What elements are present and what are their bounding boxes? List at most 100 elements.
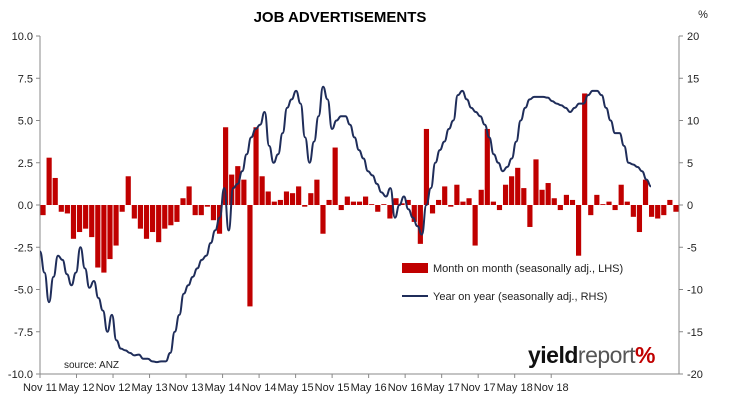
mom-bar — [271, 201, 277, 205]
left-tick-label: -5.0 — [14, 285, 33, 297]
mom-bar — [454, 184, 460, 205]
mom-bar — [253, 127, 259, 205]
legend-label-yoy: Year on year (seasonally adj., RHS) — [433, 291, 607, 303]
mom-bar — [496, 205, 503, 211]
right-tick-label: 15 — [687, 73, 699, 85]
mom-bar — [649, 205, 655, 217]
mom-bar — [417, 205, 423, 244]
x-tick-label: Nov 12 — [96, 382, 131, 394]
right-tick-label: -15 — [687, 327, 703, 339]
mom-bar — [636, 205, 643, 233]
mom-bar — [40, 205, 46, 216]
x-tick-label: May 12 — [58, 382, 94, 394]
logo-yield: yield — [528, 342, 578, 368]
left-tick-label: 2.5 — [18, 158, 33, 170]
right-tick-label: 0 — [687, 200, 693, 212]
mom-bar — [259, 176, 265, 205]
mom-bar — [600, 204, 606, 205]
mom-bar — [192, 205, 198, 216]
mom-bar — [52, 177, 58, 205]
mom-bar — [429, 205, 436, 214]
x-tick-label: May 14 — [205, 382, 241, 394]
mom-bar — [399, 203, 405, 205]
left-tick-label: 7.5 — [18, 73, 33, 85]
mom-bar — [168, 205, 174, 226]
mom-bar — [369, 204, 375, 205]
percent-icon: % — [635, 342, 655, 368]
mom-bar — [76, 205, 83, 233]
mom-bar — [661, 205, 667, 216]
mom-bar — [630, 205, 636, 217]
mom-bar — [557, 205, 563, 211]
mom-bar — [320, 205, 326, 234]
x-tick-label: Nov 17 — [461, 382, 496, 394]
x-tick-label: May 15 — [278, 382, 314, 394]
mom-bar — [198, 205, 204, 216]
mom-bar — [502, 184, 509, 205]
legend-label-mom: Month on month (seasonally adj., LHS) — [433, 263, 623, 275]
logo-report: report — [577, 342, 636, 368]
mom-bar — [283, 191, 290, 205]
mom-bar — [149, 205, 156, 233]
source-note: source: ANZ — [64, 360, 119, 371]
left-tick-label: -2.5 — [14, 242, 33, 254]
mom-bar — [89, 205, 95, 238]
mom-bar — [527, 205, 533, 227]
x-tick-label: May 18 — [497, 382, 533, 394]
mom-bar — [314, 179, 320, 205]
mom-bar — [569, 199, 576, 205]
mom-bar — [46, 157, 52, 205]
mom-bar — [521, 188, 527, 205]
mom-bar — [332, 147, 338, 205]
mom-bar — [405, 199, 411, 205]
x-tick-label: Nov 16 — [388, 382, 423, 394]
right-tick-label: 10 — [687, 116, 699, 128]
mom-bar — [612, 205, 618, 211]
mom-bar — [575, 205, 582, 256]
legend-swatch-bar — [402, 263, 428, 273]
mom-bar — [411, 205, 417, 222]
mom-bar — [95, 205, 101, 268]
mom-bar — [582, 93, 588, 205]
mom-bar — [64, 205, 70, 214]
mom-bar — [594, 194, 600, 205]
mom-bar — [265, 191, 271, 205]
plot-area: -10.0 -7.5 -5.0 -2.5 0.0 2.5 5.0 7.5 10.0 -20 -15 -… — [8, 31, 703, 394]
yoy-line — [39, 85, 652, 364]
mom-bar — [381, 204, 387, 205]
right-tick-label: -10 — [687, 285, 703, 297]
mom-bar — [539, 189, 545, 205]
left-tick-label: -10.0 — [8, 369, 33, 381]
mom-bar — [289, 193, 296, 205]
mom-bar — [618, 184, 624, 205]
mom-bar — [350, 201, 357, 205]
mom-bar — [423, 128, 430, 205]
left-tick-label: 0.0 — [18, 200, 33, 212]
x-tick-label: Nov 11 — [23, 382, 57, 394]
left-tick-label: 5.0 — [18, 116, 33, 128]
mom-bar — [125, 176, 131, 205]
mom-bar — [563, 194, 570, 205]
mom-bar — [247, 205, 253, 307]
left-tick-label: -7.5 — [14, 327, 33, 339]
mom-bar — [101, 205, 107, 273]
mom-bar — [356, 201, 363, 205]
mom-bar — [162, 205, 168, 229]
x-tick-label: May 17 — [424, 382, 460, 394]
mom-bar — [223, 127, 229, 205]
mom-bar — [326, 199, 332, 205]
mom-bar — [113, 205, 119, 246]
mom-bar — [338, 205, 344, 211]
mom-bar — [436, 199, 442, 205]
x-tick-label: Nov 14 — [242, 382, 277, 394]
mom-bar — [362, 196, 369, 205]
mom-bar — [448, 205, 454, 207]
mom-bar — [131, 205, 137, 219]
mom-bar — [296, 186, 302, 205]
right-tick-label: 5 — [687, 158, 693, 170]
mom-bar — [186, 186, 192, 205]
mom-bar — [673, 205, 679, 212]
mom-bar — [624, 201, 630, 205]
mom-bar — [515, 167, 521, 205]
